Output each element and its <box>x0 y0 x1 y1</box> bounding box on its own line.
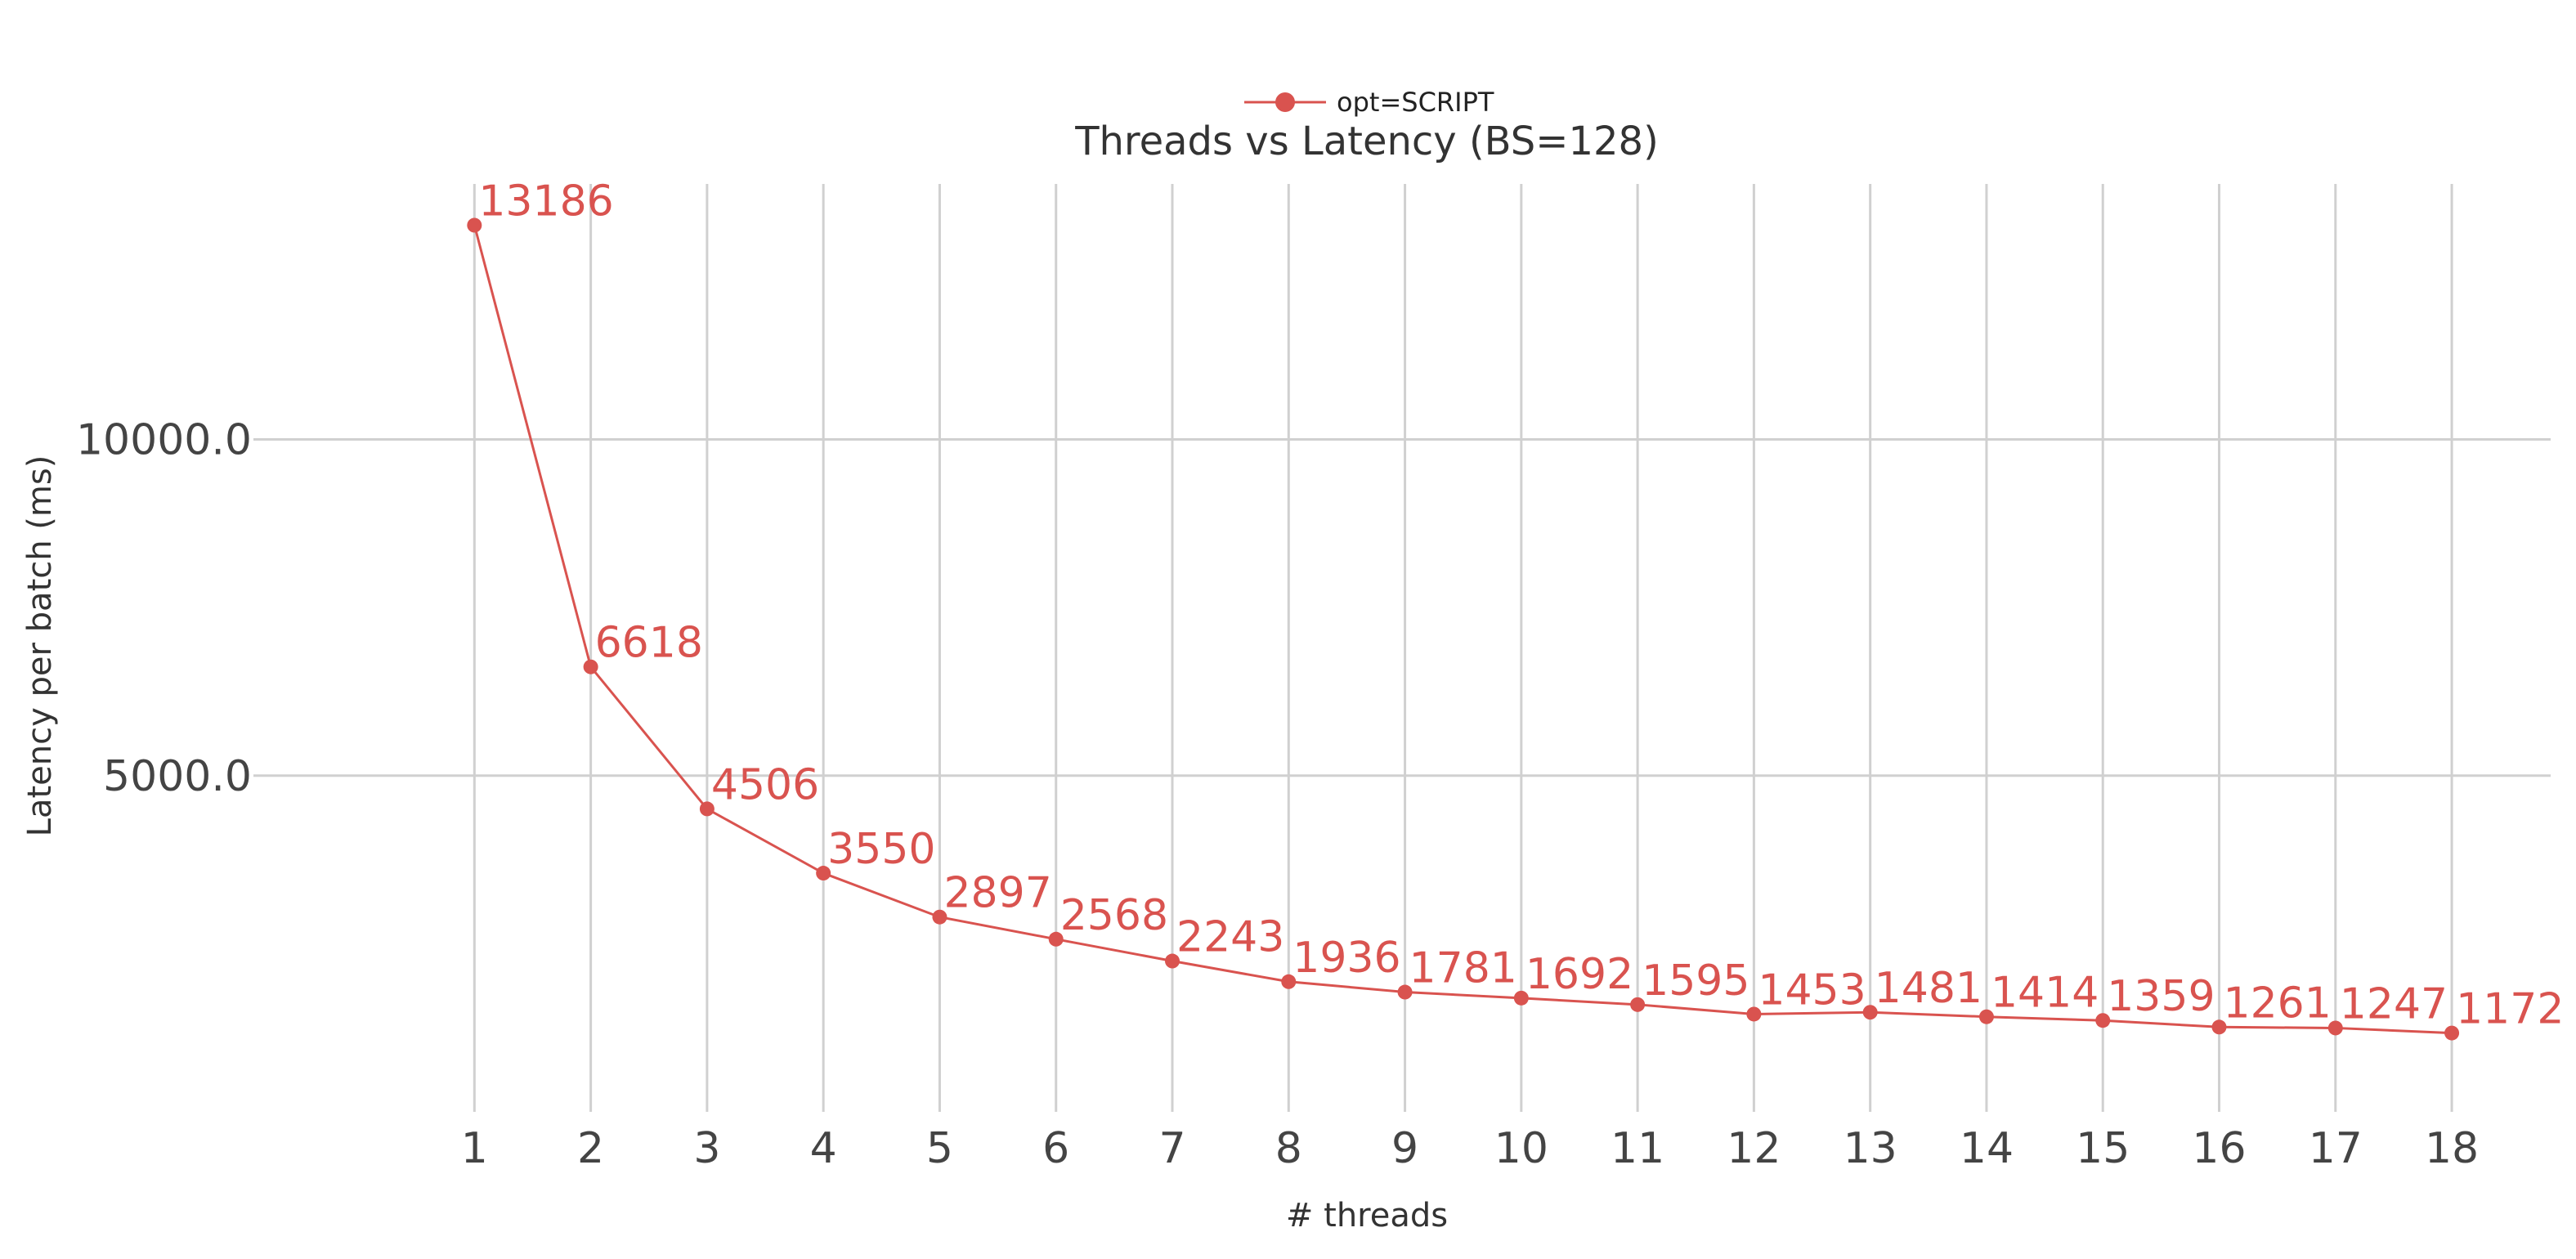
x-tick-label: 6 <box>1042 1124 1069 1173</box>
data-point[interactable] <box>1513 990 1529 1006</box>
data-point[interactable] <box>932 909 948 925</box>
x-tick-labels: 1 2 3 4 5 6 7 8 9 10 11 12 13 14 15 16 17 18 <box>461 1124 2479 1173</box>
data-point[interactable] <box>699 801 715 817</box>
x-axis-title: # threads <box>1286 1197 1448 1234</box>
data-point[interactable] <box>583 659 598 674</box>
legend-label: opt=SCRIPT <box>1337 87 1494 118</box>
x-tick-label: 9 <box>1391 1124 1418 1173</box>
data-label: 1247 <box>2340 979 2448 1028</box>
data-label: 3550 <box>827 825 935 874</box>
x-tick-label: 12 <box>1727 1124 1781 1173</box>
data-label: 1481 <box>1875 964 1982 1013</box>
data-point[interactable] <box>2211 1019 2227 1035</box>
series-line <box>473 225 2453 1035</box>
data-point[interactable] <box>1862 1005 1878 1020</box>
data-point[interactable] <box>1397 984 1413 1000</box>
data-label: 1781 <box>1409 944 1517 993</box>
x-tick-label: 14 <box>1960 1124 2014 1173</box>
data-point[interactable] <box>1978 1009 1994 1024</box>
data-label: 4506 <box>711 760 819 809</box>
data-label: 2897 <box>943 869 1051 918</box>
data-point[interactable] <box>2444 1025 2460 1041</box>
x-tick-label: 15 <box>2076 1124 2130 1173</box>
data-point[interactable] <box>1165 953 1180 969</box>
y-axis-title: Latency per batch (ms) <box>21 455 59 837</box>
legend-point-marker <box>1275 92 1295 112</box>
y-gridlines <box>253 438 2551 777</box>
data-point[interactable] <box>1746 1006 1762 1022</box>
x-tick-label: 13 <box>1844 1124 1897 1173</box>
data-label: 6618 <box>595 619 703 668</box>
y-tick-label: 10000.0 <box>76 416 252 465</box>
x-tick-label: 2 <box>577 1124 604 1173</box>
data-label: 1692 <box>1525 950 1633 999</box>
x-tick-label: 8 <box>1275 1124 1302 1173</box>
legend[interactable]: opt=SCRIPT <box>1244 87 1494 118</box>
x-tick-label: 17 <box>2309 1124 2363 1173</box>
data-label: 2243 <box>1176 913 1284 962</box>
series-group <box>467 217 2460 1041</box>
y-tick-label: 5000.0 <box>103 752 252 801</box>
data-point[interactable] <box>467 217 482 233</box>
data-point[interactable] <box>816 866 831 881</box>
data-label: 1172 <box>2456 985 2564 1034</box>
y-tick-labels: 5000.0 10000.0 <box>76 416 252 801</box>
x-tick-label: 7 <box>1158 1124 1185 1173</box>
data-label: 1595 <box>1642 957 1749 1006</box>
data-point[interactable] <box>2095 1013 2111 1028</box>
x-tick-label: 10 <box>1494 1124 1548 1173</box>
data-label: 1261 <box>2224 979 2332 1028</box>
x-gridlines <box>473 184 2453 1112</box>
chart-title: Threads vs Latency (BS=128) <box>1074 119 1659 164</box>
x-tick-label: 16 <box>2192 1124 2246 1173</box>
x-tick-label: 18 <box>2425 1124 2479 1173</box>
data-point[interactable] <box>1048 931 1064 947</box>
data-point[interactable] <box>2327 1020 2343 1036</box>
data-label: 1414 <box>1991 969 2099 1018</box>
data-label: 13186 <box>478 177 613 226</box>
data-label: 1359 <box>2107 972 2215 1021</box>
data-point[interactable] <box>1630 997 1646 1012</box>
x-tick-label: 1 <box>461 1124 488 1173</box>
x-tick-label: 3 <box>693 1124 720 1173</box>
data-label: 1936 <box>1292 934 1400 983</box>
data-label: 1453 <box>1758 966 1866 1015</box>
x-tick-label: 11 <box>1611 1124 1664 1173</box>
x-tick-label: 5 <box>926 1124 953 1173</box>
x-tick-label: 4 <box>810 1124 837 1173</box>
data-point[interactable] <box>1281 974 1297 989</box>
data-label: 2568 <box>1060 891 1168 940</box>
